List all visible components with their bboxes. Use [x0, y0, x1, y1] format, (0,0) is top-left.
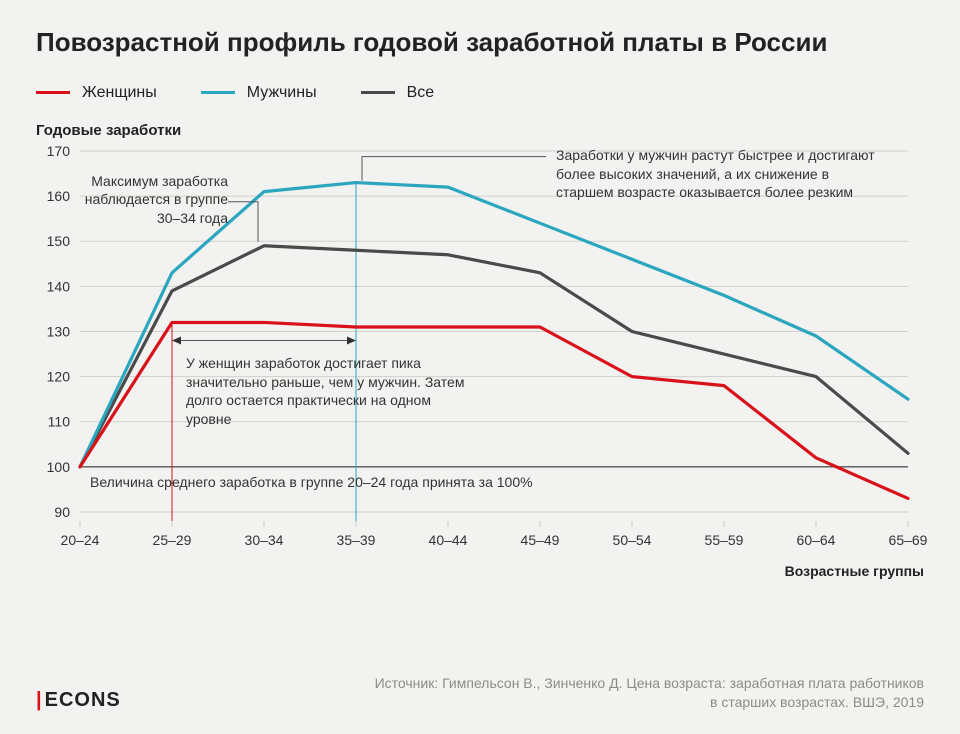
svg-text:25–29: 25–29 [153, 532, 192, 548]
legend-swatch-men [201, 91, 235, 94]
svg-text:40–44: 40–44 [429, 532, 468, 548]
annotation-men-note: Заработки у мужчин растут быстрее и дост… [556, 146, 886, 201]
svg-text:140: 140 [47, 278, 71, 294]
chart-area: 9010011012013014015016017020–2425–2930–3… [36, 145, 924, 575]
annotation-max-group: Максимум заработка наблюдается в группе … [66, 172, 228, 227]
logo-text: ECONS [45, 689, 121, 711]
svg-text:170: 170 [47, 143, 71, 159]
logo-bar-icon: | [36, 689, 43, 711]
legend-item-all: Все [361, 84, 435, 102]
svg-text:150: 150 [47, 233, 71, 249]
y-axis-title: Годовые заработки [36, 122, 924, 139]
legend-label-women: Женщины [82, 84, 157, 102]
svg-text:130: 130 [47, 323, 71, 339]
legend-item-men: Мужчины [201, 84, 317, 102]
svg-text:30–34: 30–34 [245, 532, 284, 548]
svg-text:45–49: 45–49 [521, 532, 560, 548]
svg-text:65–69: 65–69 [889, 532, 928, 548]
svg-text:110: 110 [48, 414, 71, 430]
svg-text:100: 100 [47, 459, 71, 475]
svg-text:55–59: 55–59 [705, 532, 744, 548]
annotation-women-note: У женщин заработок достигает пика значит… [186, 354, 476, 428]
legend-swatch-women [36, 91, 70, 94]
legend-swatch-all [361, 91, 395, 94]
svg-text:20–24: 20–24 [61, 532, 100, 548]
svg-text:90: 90 [54, 504, 70, 520]
legend-item-women: Женщины [36, 84, 157, 102]
legend-label-all: Все [407, 84, 435, 102]
svg-text:35–39: 35–39 [337, 532, 376, 548]
source-text: Источник: Гимпельсон В., Зинченко Д. Цен… [364, 674, 924, 712]
footer: |ECONS Источник: Гимпельсон В., Зинченко… [36, 674, 924, 712]
svg-text:60–64: 60–64 [797, 532, 836, 548]
svg-text:50–54: 50–54 [613, 532, 652, 548]
page-root: Повозрастной профиль годовой заработной … [0, 0, 960, 734]
legend: Женщины Мужчины Все [36, 84, 924, 102]
logo: |ECONS [36, 689, 121, 712]
legend-label-men: Мужчины [247, 84, 317, 102]
chart-title: Повозрастной профиль годовой заработной … [36, 28, 924, 58]
svg-text:120: 120 [47, 369, 71, 385]
x-axis-title: Возрастные группы [785, 563, 924, 579]
annotation-baseline: Величина среднего заработка в группе 20–… [90, 473, 590, 491]
